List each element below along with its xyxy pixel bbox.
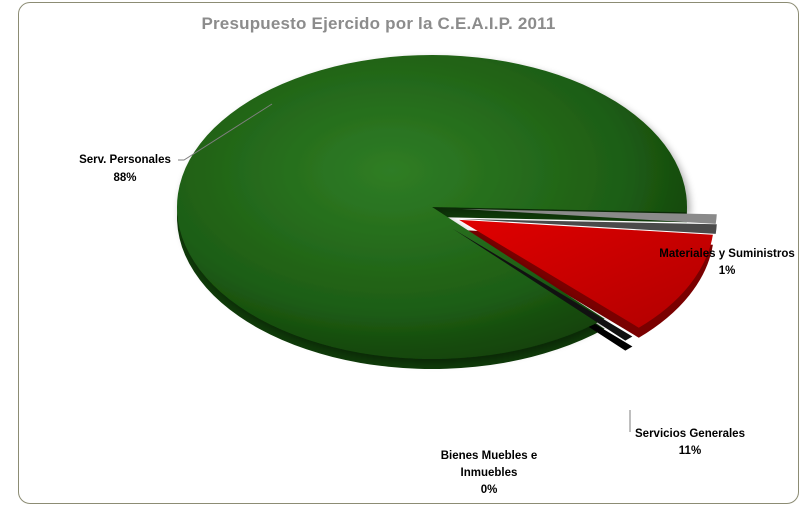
label-bienes-muebles-2: Inmuebles (461, 467, 518, 479)
label-servicios-generales: Servicios Generales (635, 428, 745, 440)
label-serv-personales: Serv. Personales (79, 154, 171, 166)
leader-line-serv-personales (178, 103, 273, 161)
slice-materiales-suministros-side (461, 218, 717, 234)
data-labels: Serv. Personales 88% Materiales y Sumini… (79, 154, 795, 496)
pct-serv-personales: 88% (113, 172, 136, 184)
slice-bienes-muebles (452, 228, 633, 341)
slice-materiales-suministros (461, 208, 717, 224)
pct-bienes-muebles: 0% (481, 484, 498, 496)
pct-servicios-generales: 11% (679, 445, 701, 457)
slice-servicios-generales (459, 219, 713, 328)
label-bienes-muebles-1: Bienes Muebles e (441, 450, 538, 462)
chart-title: Presupuesto Ejercido por la C.E.A.I.P. 2… (201, 14, 556, 33)
leader-lines (178, 103, 631, 432)
slice-serv-personales (177, 55, 687, 359)
label-materiales: Materiales y Suministros (659, 248, 795, 260)
pct-materiales: 1% (719, 265, 736, 277)
